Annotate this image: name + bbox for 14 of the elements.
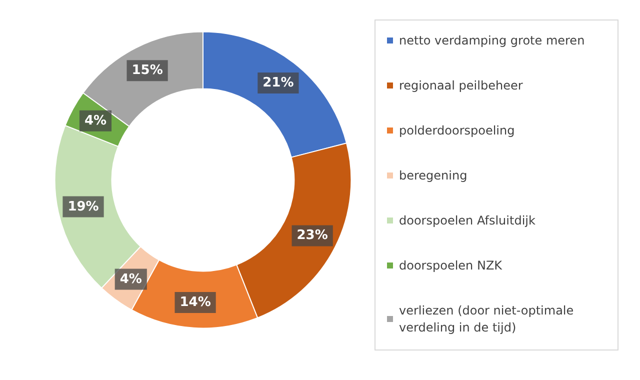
data-label: 23% <box>296 228 328 244</box>
legend-label: doorspoelen NZK <box>399 258 504 272</box>
legend-label: beregening <box>399 168 468 182</box>
data-label: 21% <box>262 76 294 91</box>
data-label: 19% <box>68 199 99 214</box>
data-label: 14% <box>180 294 211 310</box>
data-label: 4% <box>120 272 142 287</box>
legend-label: verliezen (door niet-optimale verdeling in de tijd) <box>399 304 578 334</box>
data-label: 15% <box>132 63 163 78</box>
legend-label: doorspoelen Afsluitdijk <box>399 214 536 228</box>
data-label: 4% <box>84 113 107 128</box>
legend-label: netto verdamping grote meren <box>399 34 585 48</box>
legend-label: polderdoorspoeling <box>399 124 515 138</box>
legend-label: regionaal peilbeheer <box>399 78 523 92</box>
